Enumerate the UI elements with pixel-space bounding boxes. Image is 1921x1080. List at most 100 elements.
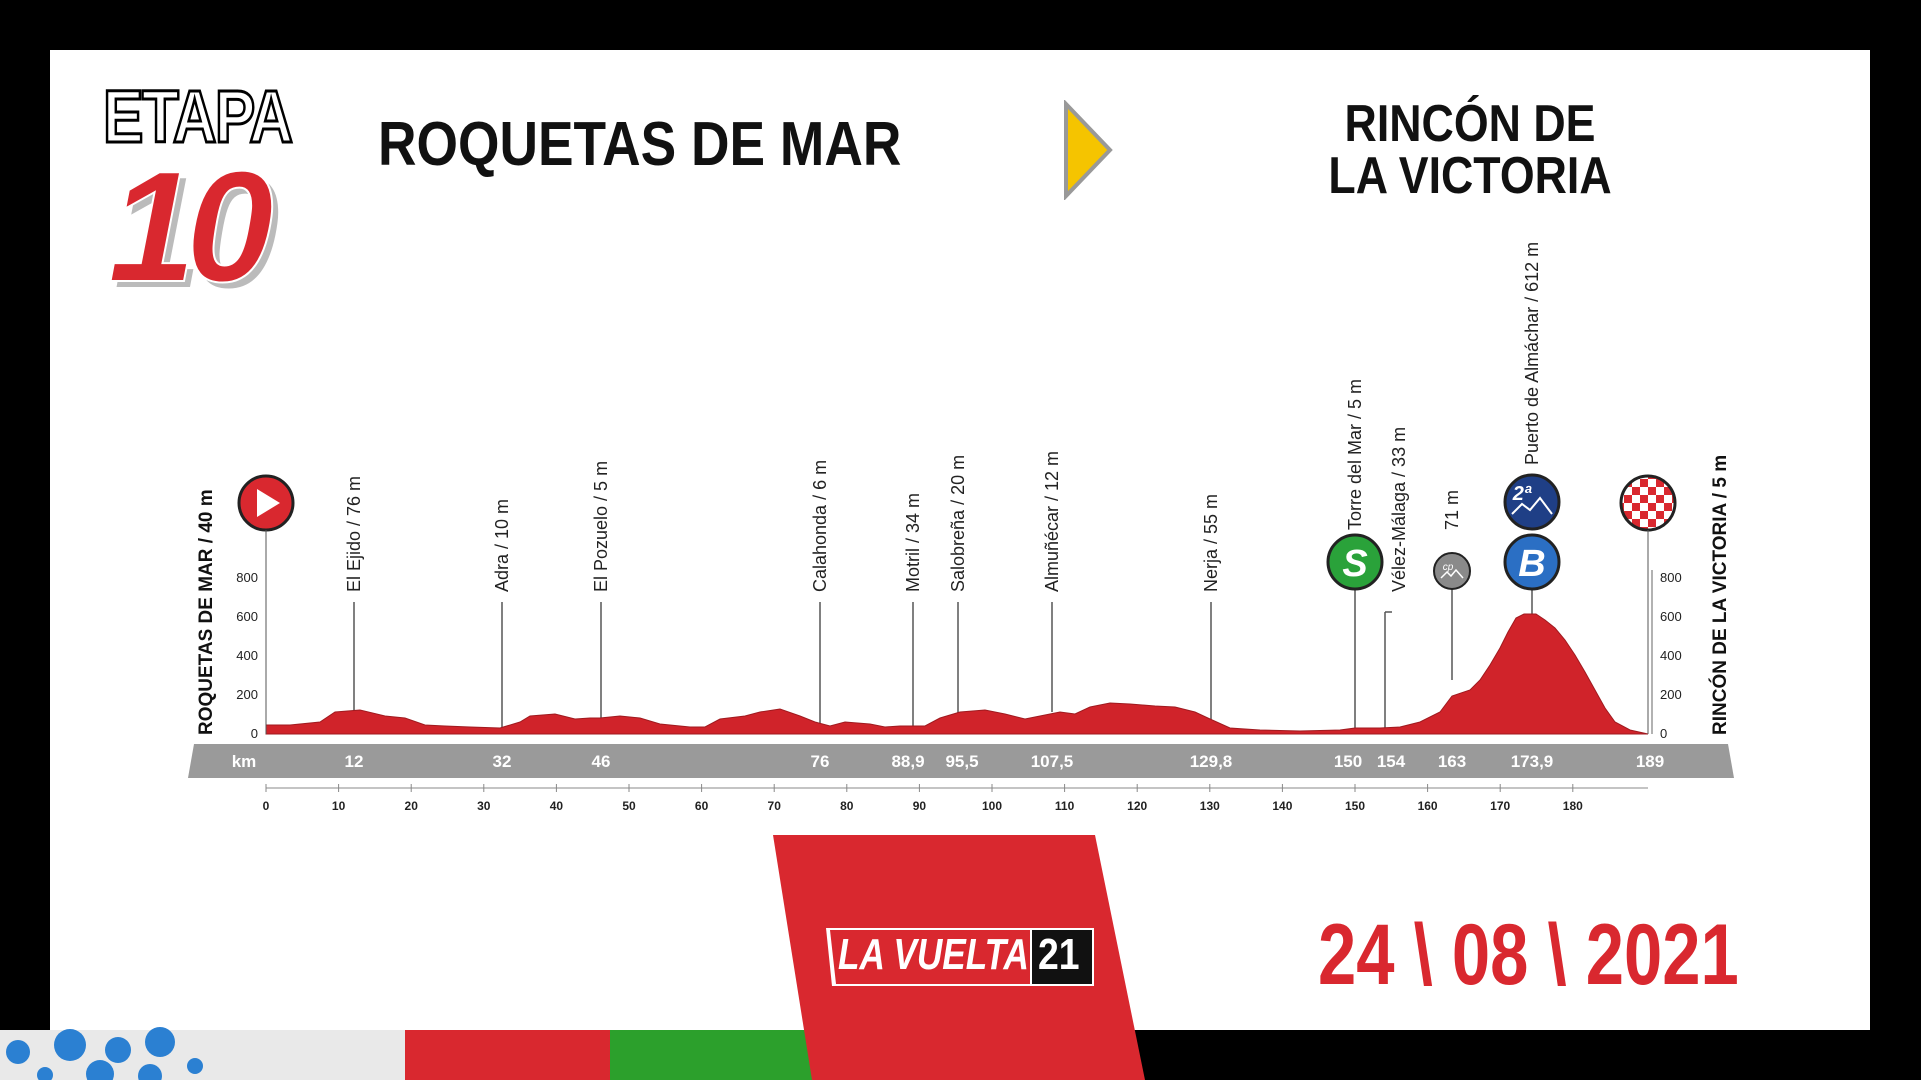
km-marker: 76 — [811, 752, 830, 771]
checker-square — [1656, 479, 1664, 487]
bonus-icon: B — [1503, 533, 1561, 591]
distance-tick-label: 20 — [405, 799, 419, 813]
waypoint-name: Vélez-Málaga / 33 m — [1389, 427, 1409, 592]
start-label: ROQUETAS DE MAR / 40 m — [196, 489, 217, 735]
distance-tick-label: 160 — [1418, 799, 1438, 813]
left-tick-400: 400 — [236, 648, 258, 663]
sprint-icon: S — [1326, 533, 1384, 591]
km-markers: 12 32 46 76 88,9 95,5 107,5 129,8 150 15… — [345, 752, 1665, 771]
sprint-letter: S — [1342, 543, 1367, 585]
mountain-category-icon: 2ª — [1503, 473, 1561, 531]
waypoint-name: El Ejido / 76 m — [344, 476, 364, 592]
distance-tick-label: 130 — [1200, 799, 1220, 813]
checker-square — [1632, 487, 1640, 495]
distance-tick-label: 60 — [695, 799, 709, 813]
right-tick-800: 800 — [1660, 570, 1682, 585]
direction-arrow-icon — [1064, 100, 1113, 200]
left-tick-200: 200 — [236, 687, 258, 702]
distance-tick-label: 80 — [840, 799, 854, 813]
distance-tick-label: 90 — [913, 799, 927, 813]
finish-label: RINCÓN DE LA VICTORIA / 5 m — [1709, 455, 1731, 735]
checker-square — [1648, 487, 1656, 495]
checker-square — [1672, 495, 1674, 503]
km-marker: 46 — [592, 752, 611, 771]
bonus-letter: B — [1518, 543, 1545, 585]
waypoint-name: Almuñécar / 12 m — [1042, 451, 1062, 592]
waypoint-name: Torre del Mar / 5 m — [1345, 379, 1365, 530]
right-tick-400: 400 — [1660, 648, 1682, 663]
distance-tick-label: 170 — [1490, 799, 1510, 813]
left-elevation-axis: 800 600 400 200 0 — [236, 570, 267, 741]
checker-square — [1632, 503, 1640, 511]
checker-square — [1664, 487, 1672, 495]
km-marker: 163 — [1438, 752, 1466, 771]
right-elevation-axis: 800 600 400 200 0 — [1651, 570, 1682, 741]
la-vuelta-logo-text: LA VUELTA — [838, 930, 1029, 979]
checker-square — [1640, 527, 1648, 529]
checker-square — [1624, 495, 1632, 503]
km-label: km — [232, 752, 257, 771]
distance-ticks: 0 10 20 30 40 50 60 70 80 90 100 110 120 130 140 150 160… — [263, 784, 1583, 813]
left-tick-600: 600 — [236, 609, 258, 624]
checker-square — [1632, 519, 1640, 527]
distance-tick-label: 100 — [982, 799, 1002, 813]
checker-square — [1640, 495, 1648, 503]
waypoint-name: El Pozuelo / 5 m — [591, 461, 611, 592]
km-marker: 150 — [1334, 752, 1362, 771]
checker-square — [1664, 503, 1672, 511]
distance-tick-label: 30 — [477, 799, 491, 813]
start-city-title: ROQUETAS DE MAR — [378, 110, 902, 179]
distance-tick-label: 180 — [1563, 799, 1583, 813]
stage-word: ETAPA — [102, 75, 295, 158]
km-marker: 154 — [1377, 752, 1406, 771]
distance-tick-label: 110 — [1055, 799, 1075, 813]
checker-square — [1656, 495, 1664, 503]
right-tick-600: 600 — [1660, 609, 1682, 624]
finish-city-line2: LA VICTORIA — [1328, 147, 1612, 205]
stage-number: 10 — [107, 139, 275, 315]
km-band — [188, 744, 1734, 778]
waypoint-name: Motril / 34 m — [903, 493, 923, 592]
waypoint-names: El Ejido / 76 m Adra / 10 m El Pozuelo /… — [344, 242, 1542, 592]
distance-tick-label: 120 — [1127, 799, 1147, 813]
km-marker: 32 — [493, 752, 512, 771]
distance-tick-label: 0 — [263, 799, 270, 813]
finish-city-line1: RINCÓN DE — [1344, 95, 1596, 153]
finish-city-title: RINCÓN DE LA VICTORIA — [1315, 98, 1625, 202]
distance-tick-label: 150 — [1345, 799, 1365, 813]
waypoint-name: Adra / 10 m — [492, 499, 512, 592]
checker-square — [1648, 503, 1656, 511]
km-marker: 189 — [1636, 752, 1664, 771]
checker-square — [1622, 503, 1624, 511]
km-marker: 88,9 — [891, 752, 924, 771]
distance-tick-label: 70 — [768, 799, 782, 813]
checkpoint-label: cp — [1443, 562, 1454, 573]
distance-tick-label: 10 — [332, 799, 346, 813]
km-marker: 107,5 — [1031, 752, 1074, 771]
checker-square — [1656, 511, 1664, 519]
waypoint-name: Nerja / 55 m — [1201, 494, 1221, 592]
la-vuelta-logo-year: 21 — [1038, 930, 1080, 979]
climb-category-label: 2ª — [1512, 483, 1532, 505]
checker-square — [1648, 477, 1656, 479]
start-icon — [237, 474, 295, 532]
distance-tick-label: 40 — [550, 799, 564, 813]
waypoint-name: Calahonda / 6 m — [810, 460, 830, 592]
left-tick-800: 800 — [236, 570, 258, 585]
elevation-profile — [265, 613, 1649, 735]
stage-date: 24 \ 08 \ 2021 — [1318, 907, 1739, 1003]
km-marker: 12 — [345, 752, 364, 771]
distance-tick-label: 140 — [1272, 799, 1292, 813]
waypoint-name: 71 m — [1442, 490, 1462, 530]
checkpoint-icon: cp — [1433, 552, 1471, 590]
checker-square — [1640, 479, 1648, 487]
checker-square — [1624, 511, 1632, 519]
checker-square — [1648, 519, 1656, 527]
checker-square — [1640, 511, 1648, 519]
right-tick-200: 200 — [1660, 687, 1682, 702]
left-tick-0: 0 — [251, 726, 258, 741]
right-tick-0: 0 — [1660, 726, 1667, 741]
waypoint-lines — [353, 586, 1533, 732]
